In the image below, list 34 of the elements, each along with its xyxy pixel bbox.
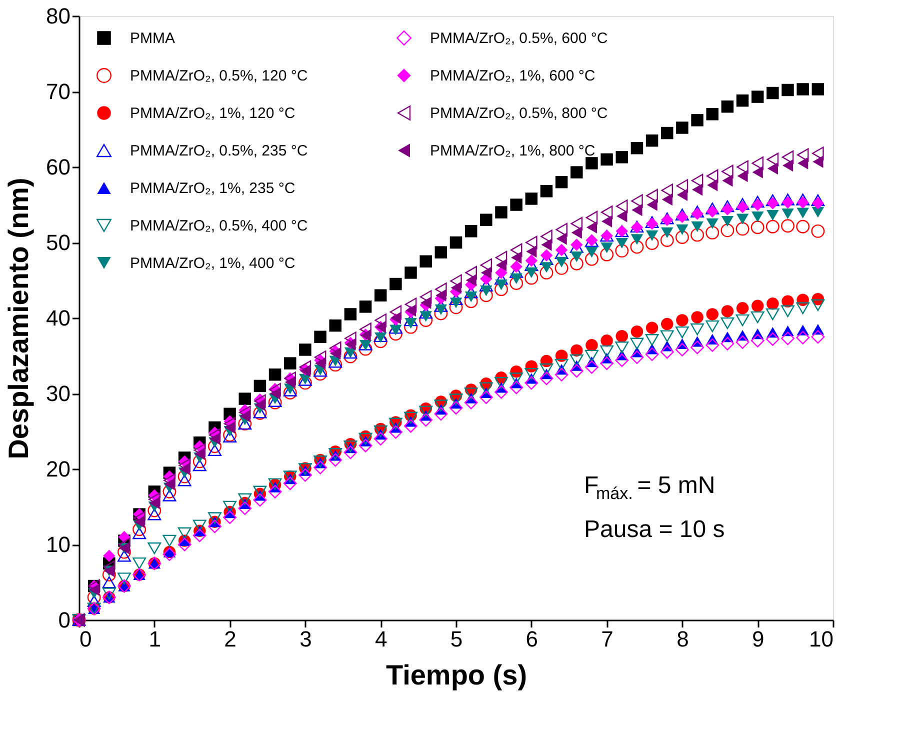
y-tick-label: 80 [46,4,70,28]
legend-label: PMMA/ZrO₂, 0.5%, 235 °C [130,142,308,160]
y-tick-label: 20 [46,456,70,482]
y-tick-label: 40 [46,306,70,330]
legend-label: PMMA/ZrO₂, 0.5%, 600 °C [430,30,608,47]
x-tick-label: 5 [450,626,463,652]
legend-label: PMMA/ZrO₂, 0.5%, 800 °C [430,105,608,122]
x-tick-label: 8 [676,626,689,652]
x-tick-label: 10 [809,626,834,652]
x-tick-label: 1 [148,626,162,652]
legend-label: PMMA [130,30,175,47]
legend-label: PMMA/ZrO₂, 0.5%, 120 °C [130,68,308,84]
x-tick-label: 7 [601,626,614,652]
y-tick-label: 0 [58,608,70,632]
y-tick-label: 30 [46,381,70,406]
legend-label: PMMA/ZrO₂, 1%, 235 °C [130,180,296,197]
y-tick-label: 60 [46,154,70,180]
x-tick-label: 3 [300,626,312,652]
legend-label: PMMA/ZrO₂, 1%, 400 °C [130,255,296,272]
legend-label: PMMA/ZrO₂, 1%, 600 °C [430,68,596,84]
x-tick-label: 4 [374,626,388,652]
x-tick-label: 9 [752,626,764,652]
y-tick-label: 70 [46,79,70,104]
y-tick-label: 10 [46,532,70,557]
legend-label: PMMA/ZrO₂, 1%, 120 °C [130,105,296,122]
legend-label: PMMA/ZrO₂, 1%, 800 °C [430,142,596,160]
y-axis-title: Desplazamiento (nm) [3,178,34,460]
annotation: Pausa = 10 s [584,516,725,543]
x-tick-label: 0 [80,626,92,652]
legend-label: PMMA/ZrO₂, 0.5%, 400 °C [130,218,308,234]
x-axis-title: Tiempo (s) [386,660,528,690]
x-tick-label: 2 [224,626,236,652]
y-tick-label: 50 [46,230,70,255]
x-tick-label: 6 [526,626,538,652]
